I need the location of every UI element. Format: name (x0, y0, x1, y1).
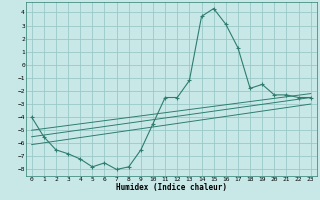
X-axis label: Humidex (Indice chaleur): Humidex (Indice chaleur) (116, 183, 227, 192)
